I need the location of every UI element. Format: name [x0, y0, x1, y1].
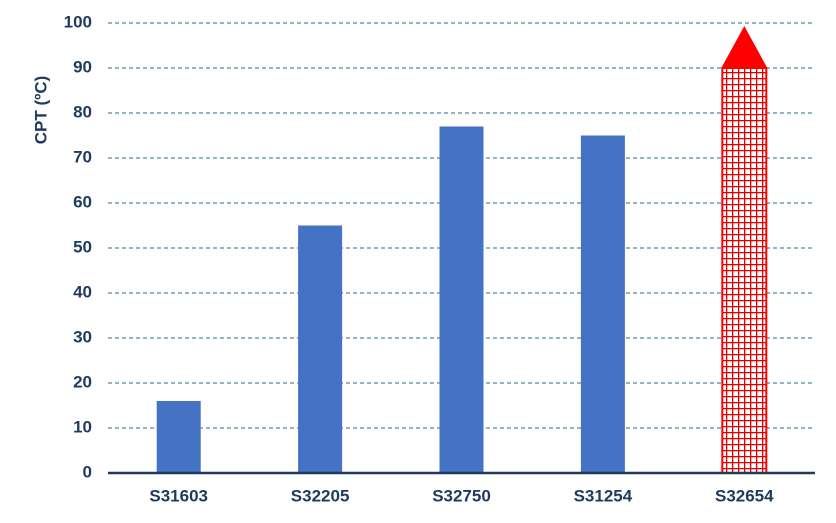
x-tick-label: S31254 [574, 486, 633, 505]
arrow-head [721, 26, 768, 68]
y-tick-label: 10 [73, 417, 92, 436]
y-tick-label: 40 [73, 282, 92, 301]
y-axis-title: CPT (ºC) [31, 76, 50, 145]
y-tick-label: 20 [73, 372, 92, 391]
y-tick-label: 100 [64, 12, 92, 31]
bar [439, 126, 484, 473]
x-tick-label: S32205 [291, 486, 350, 505]
y-tick-label: 0 [83, 462, 92, 481]
y-tick-label: 30 [73, 327, 92, 346]
x-tick-label: S31603 [149, 486, 208, 505]
y-tick-label: 60 [73, 192, 92, 211]
bar [298, 225, 343, 473]
y-tick-label: 80 [73, 102, 92, 121]
y-tick-label: 50 [73, 237, 92, 256]
bar [721, 67, 768, 474]
x-tick-label: S32654 [715, 486, 774, 505]
y-tick-label: 70 [73, 147, 92, 166]
y-tick-label: 90 [73, 57, 92, 76]
bar [580, 135, 625, 473]
x-tick-label: S32750 [432, 486, 491, 505]
bar [156, 401, 201, 473]
